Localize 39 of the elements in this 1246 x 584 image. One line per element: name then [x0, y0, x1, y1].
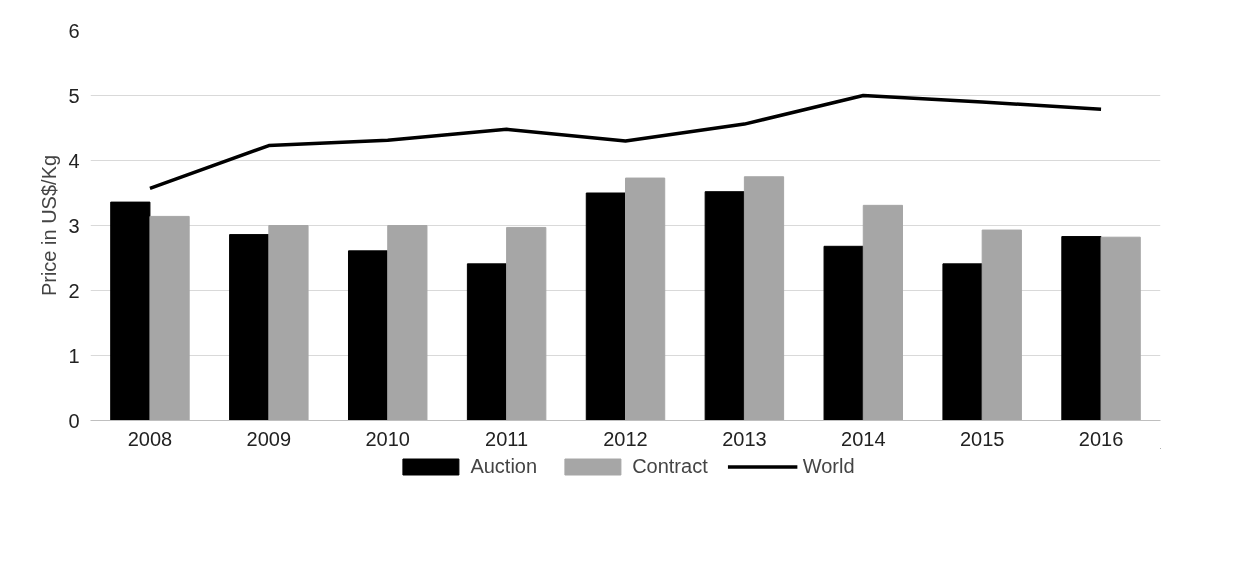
y-tick-label: 4 [68, 149, 80, 172]
x-tick-label: 2015 [959, 427, 1005, 450]
bar [981, 229, 1022, 421]
bar [268, 225, 309, 421]
bar [823, 245, 864, 421]
bar [704, 191, 745, 421]
x-tick-label: 2013 [722, 427, 767, 450]
y-tick-label: 6 [68, 19, 80, 42]
bar [1100, 236, 1141, 421]
x-tick-label: 2010 [365, 427, 410, 450]
bar [625, 177, 666, 421]
y-tick-label: 5 [68, 84, 80, 107]
legend-label: Auction [470, 454, 538, 478]
y-tick-label: 2 [68, 279, 80, 302]
bar [862, 204, 904, 421]
y-tick-label: 1 [68, 344, 80, 367]
y-tick-label: 3 [68, 214, 80, 237]
x-tick-label: 2009 [246, 427, 292, 450]
x-tick-label: 2014 [841, 427, 886, 450]
bar [229, 234, 270, 421]
x-tick-label: 2008 [127, 427, 173, 450]
legend-label: Contract [632, 454, 708, 478]
bar [743, 176, 785, 421]
y-axis-title: Price in US$/Kg [38, 154, 61, 297]
bar [110, 201, 151, 421]
bar [585, 192, 626, 421]
bar [466, 263, 508, 421]
bar [149, 215, 190, 421]
bar [387, 225, 428, 421]
bar [1061, 236, 1102, 421]
legend-label: World [802, 454, 855, 478]
x-tick-label: 2011 [485, 427, 529, 450]
bar [506, 226, 547, 421]
y-tick-label: 0 [68, 409, 80, 432]
line-series [148, 93, 1103, 191]
bar [347, 250, 389, 421]
x-tick-label: 2012 [603, 427, 648, 450]
x-tick-label: 2016 [1078, 427, 1124, 450]
bar [942, 263, 983, 421]
